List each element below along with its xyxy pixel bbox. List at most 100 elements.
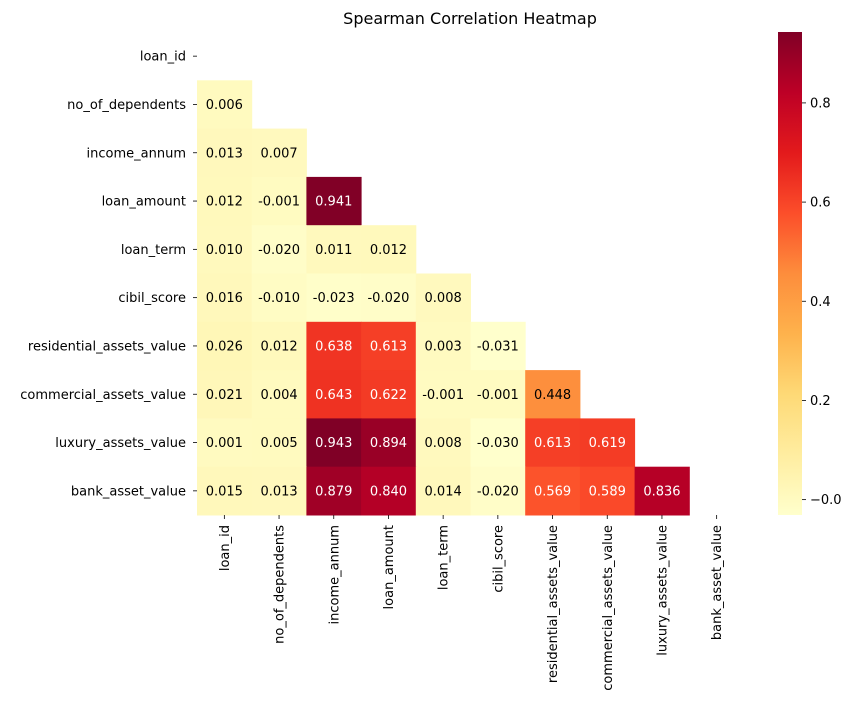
y-tick-label: income_annum (87, 146, 186, 161)
cell-value-label: 0.643 (315, 388, 352, 403)
x-tick-label: loan_id (218, 525, 233, 571)
cell-value-label: 0.004 (260, 388, 297, 403)
heatmap-cell (197, 80, 253, 130)
cell-value-label: 0.005 (260, 436, 297, 451)
heatmap-cell (197, 128, 253, 178)
cell-value-label: 0.016 (206, 291, 243, 306)
heatmap-cell (306, 225, 362, 274)
cell-value-label: -0.020 (258, 243, 300, 258)
heatmap-cell (197, 273, 253, 323)
cell-value-label: 0.008 (425, 436, 462, 451)
heatmap-cell (415, 418, 471, 468)
x-tick-label: cibil_score (491, 525, 506, 593)
cell-value-label: 0.569 (534, 484, 571, 499)
heatmap-cells (197, 80, 690, 516)
heatmap-cell (197, 176, 253, 226)
x-tick-label: loan_amount (382, 525, 397, 609)
heatmap-cell (361, 418, 417, 468)
cell-value-label: 0.448 (534, 388, 571, 403)
heatmap-cell (470, 466, 526, 516)
cell-value-label: 0.011 (315, 243, 352, 258)
cell-value-label: -0.001 (422, 388, 464, 403)
cell-value-label: 0.013 (260, 484, 297, 499)
heatmap-cell (525, 370, 581, 419)
x-tick-label: loan_term (437, 525, 452, 590)
heatmap-cell (251, 273, 307, 323)
heatmap-cell (251, 370, 307, 419)
heatmap-cell (251, 128, 307, 178)
cell-value-label: 0.021 (206, 388, 243, 403)
heatmap-cell (361, 225, 417, 274)
colorbar-axis: −0.0 0.2 0.4 0.6 0.8 (802, 96, 842, 508)
heatmap-cell (251, 321, 307, 371)
colorbar-tick-label: −0.0 (810, 493, 842, 508)
cell-value-label: 0.007 (260, 146, 297, 161)
cell-value-label: 0.613 (370, 339, 407, 354)
heatmap-cell (306, 321, 362, 371)
heatmap-cell (251, 225, 307, 274)
colorbar (778, 32, 802, 515)
y-tick-label: cibil_score (118, 291, 186, 306)
cell-value-label: 0.840 (370, 484, 407, 499)
cell-value-label: 0.012 (260, 339, 297, 354)
chart-title: Spearman Correlation Heatmap (343, 9, 597, 28)
cell-value-label: 0.622 (370, 388, 407, 403)
heatmap-cell (415, 370, 471, 419)
colorbar-tick-label: 0.6 (810, 196, 831, 211)
cell-value-label: -0.001 (258, 195, 300, 210)
cell-value-label: -0.023 (313, 291, 355, 306)
cell-value-label: 0.894 (370, 436, 407, 451)
x-tick-label: residential_assets_value (546, 525, 561, 683)
heatmap-cell (197, 370, 253, 419)
y-tick-label: residential_assets_value (28, 339, 186, 354)
cell-value-label: 0.026 (206, 339, 243, 354)
cell-value-label: 0.941 (315, 195, 352, 210)
heatmap-cell (470, 418, 526, 468)
heatmap-cell (251, 418, 307, 468)
cell-value-label: 0.012 (206, 195, 243, 210)
heatmap-cell (306, 370, 362, 419)
cell-value-label: 0.589 (589, 484, 626, 499)
cell-value-label: 0.638 (315, 339, 352, 354)
heatmap-cell (251, 466, 307, 516)
heatmap-cell (361, 273, 417, 323)
x-tick-label: no_of_dependents (273, 525, 288, 644)
y-tick-label: loan_amount (102, 195, 186, 210)
colorbar-tick-label: 0.2 (810, 394, 831, 409)
cell-value-label: 0.001 (206, 436, 243, 451)
heatmap-cell (251, 176, 307, 226)
heatmap-cell (306, 466, 362, 516)
y-tick-label: commercial_assets_value (20, 388, 186, 403)
x-tick-label: commercial_assets_value (601, 525, 616, 691)
heatmap-cell (525, 466, 581, 516)
heatmap-cell (415, 273, 471, 323)
cell-value-label: -0.010 (258, 291, 300, 306)
y-tick-label: no_of_dependents (67, 98, 186, 113)
heatmap-cell (306, 273, 362, 323)
cell-value-label: 0.006 (206, 98, 243, 113)
cell-value-label: 0.013 (206, 146, 243, 161)
cell-value-label: 0.008 (425, 291, 462, 306)
cell-value-label: 0.613 (534, 436, 571, 451)
cell-value-label: 0.879 (315, 484, 352, 499)
cell-value-label: 0.003 (425, 339, 462, 354)
heatmap-cell (197, 225, 253, 274)
heatmap-cell (306, 418, 362, 468)
heatmap-cell (415, 466, 471, 516)
heatmap-cell (197, 418, 253, 468)
cell-value-label: -0.030 (477, 436, 519, 451)
cell-value-label: -0.020 (367, 291, 409, 306)
x-tick-label: income_annum (327, 525, 342, 624)
cell-value-label: 0.012 (370, 243, 407, 258)
cell-value-label: 0.943 (315, 436, 352, 451)
y-tick-label: bank_asset_value (71, 484, 186, 499)
y-tick-label: loan_term (121, 243, 186, 258)
colorbar-tick-label: 0.4 (810, 295, 831, 310)
cell-value-label: 0.010 (206, 243, 243, 258)
x-tick-label: bank_asset_value (710, 525, 725, 640)
heatmap-cell (579, 466, 636, 516)
y-tick-label: luxury_assets_value (55, 436, 186, 451)
heatmap-cell (197, 321, 253, 371)
cell-value-label: -0.031 (477, 339, 519, 354)
